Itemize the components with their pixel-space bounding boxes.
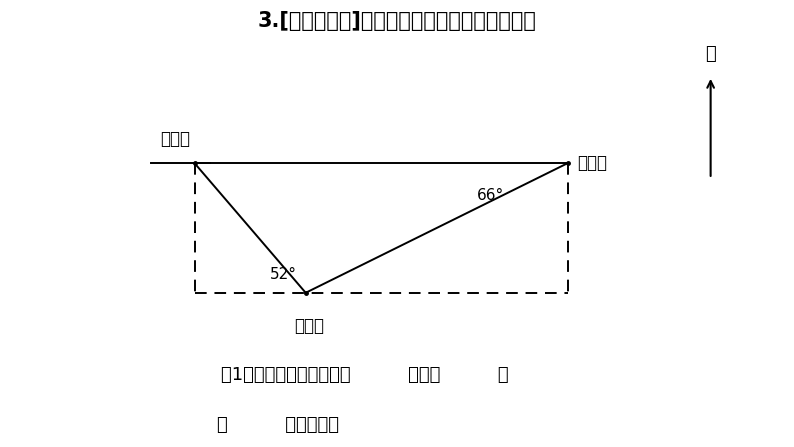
Text: 游乐场: 游乐场	[160, 130, 191, 148]
Text: 北: 北	[705, 45, 716, 63]
Text: 游泳馆: 游泳馆	[295, 317, 325, 335]
Text: （1）游乐场在游泳馆的（          ）偏（          ）: （1）游乐场在游泳馆的（ ）偏（ ）	[222, 367, 509, 384]
Text: 跑马场: 跑马场	[577, 154, 607, 172]
Text: （          ）方向上。: （ ）方向上。	[217, 416, 339, 434]
Text: 66°: 66°	[476, 188, 503, 203]
Text: 52°: 52°	[270, 266, 297, 282]
Text: 3.[方向与距离]下面为公园的三个景点平面图。: 3.[方向与距离]下面为公园的三个景点平面图。	[257, 11, 537, 31]
